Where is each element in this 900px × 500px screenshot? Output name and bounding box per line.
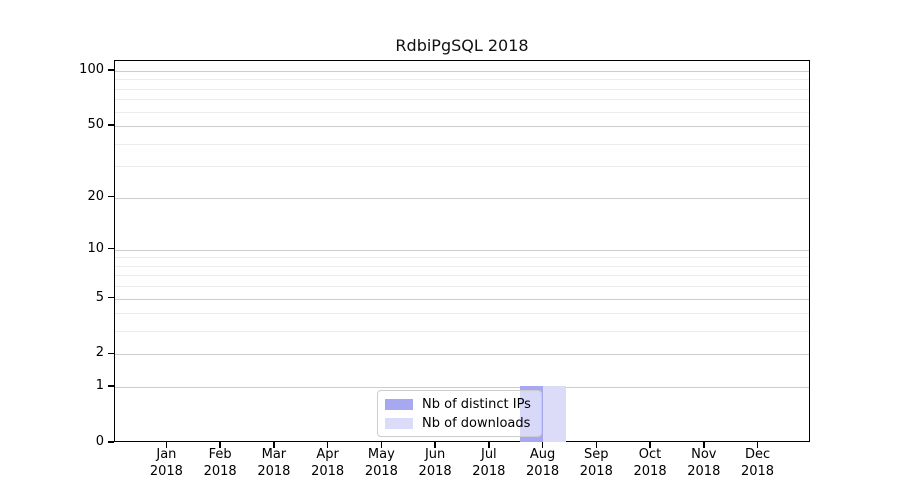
- gridline-minor: [115, 111, 809, 113]
- x-tick-mark: [326, 442, 329, 448]
- x-tick-mark: [219, 442, 221, 448]
- x-tick-mark: [649, 442, 651, 448]
- x-tick-label: Oct 2018: [633, 447, 667, 479]
- gridline-minor: [115, 331, 809, 333]
- gridline-major: [115, 249, 809, 251]
- y-tick-label: 100: [79, 62, 104, 77]
- gridline-major: [115, 354, 809, 356]
- gridline-minor: [115, 88, 809, 90]
- gridline-major: [115, 126, 809, 128]
- x-tick-label: May 2018: [364, 447, 398, 479]
- x-tick-label: Apr 2018: [311, 447, 345, 479]
- y-tick-mark: [108, 296, 114, 299]
- x-tick-label: Nov 2018: [687, 447, 721, 479]
- gridline-minor: [115, 99, 809, 101]
- y-tick-label: 10: [87, 240, 104, 256]
- x-tick-label: Jan 2018: [149, 447, 183, 479]
- x-tick-label: Mar 2018: [257, 447, 291, 479]
- x-tick-mark: [380, 442, 383, 448]
- legend-item-downloads: Nb of downloads: [385, 415, 534, 431]
- chart-title: RdbiPgSQL 2018: [395, 36, 529, 55]
- plot-area: [114, 60, 810, 442]
- legend-item-distinct-ips: Nb of distinct IPs: [385, 396, 534, 412]
- x-tick-mark: [488, 442, 490, 448]
- legend-swatch-downloads: [385, 417, 413, 429]
- gridline-minor: [115, 275, 809, 277]
- gridline-major: [115, 298, 809, 300]
- x-tick-label: Jun 2018: [418, 447, 452, 479]
- gridline-minor: [115, 166, 809, 168]
- x-tick-mark: [703, 442, 705, 448]
- gridline-minor: [115, 313, 809, 315]
- x-tick-label: Jul 2018: [472, 447, 506, 479]
- gridline-minor: [115, 79, 809, 81]
- y-tick-mark: [108, 247, 114, 250]
- x-tick-label: Sep 2018: [579, 447, 613, 479]
- x-tick-mark: [595, 442, 598, 448]
- y-tick-mark: [108, 69, 114, 71]
- y-tick-mark: [108, 441, 114, 443]
- y-tick-label: 2: [95, 345, 104, 361]
- gridline-minor: [115, 257, 809, 259]
- gridline-major: [115, 387, 809, 389]
- y-tick-mark: [108, 352, 114, 355]
- y-tick-label: 5: [95, 289, 104, 305]
- legend: Nb of distinct IPs Nb of downloads: [377, 390, 542, 437]
- y-tick-label: 1: [95, 378, 104, 394]
- x-tick-mark: [541, 442, 544, 448]
- x-tick-mark: [273, 442, 275, 448]
- x-tick-label: Dec 2018: [740, 447, 775, 479]
- y-tick-mark: [108, 385, 114, 387]
- y-tick-mark: [108, 124, 114, 126]
- y-tick-mark: [108, 195, 114, 198]
- gridline-minor: [115, 265, 809, 267]
- gridline-major: [115, 71, 809, 72]
- y-tick-label: 0: [95, 434, 104, 449]
- x-tick-label: Feb 2018: [203, 447, 237, 479]
- legend-label-distinct-ips: Nb of distinct IPs: [422, 396, 531, 412]
- gridline-minor: [115, 286, 809, 288]
- y-tick-label: 20: [87, 188, 104, 204]
- gridline-minor: [115, 143, 809, 145]
- x-tick-mark: [165, 442, 168, 448]
- x-tick-mark: [756, 442, 759, 448]
- x-tick-mark: [434, 442, 436, 448]
- y-tick-label: 50: [87, 117, 104, 133]
- bar-downloads: [542, 386, 566, 442]
- legend-swatch-distinct-ips: [385, 398, 413, 410]
- gridline-major: [115, 197, 809, 199]
- x-tick-label: Aug 2018: [526, 447, 560, 479]
- legend-label-downloads: Nb of downloads: [422, 415, 531, 431]
